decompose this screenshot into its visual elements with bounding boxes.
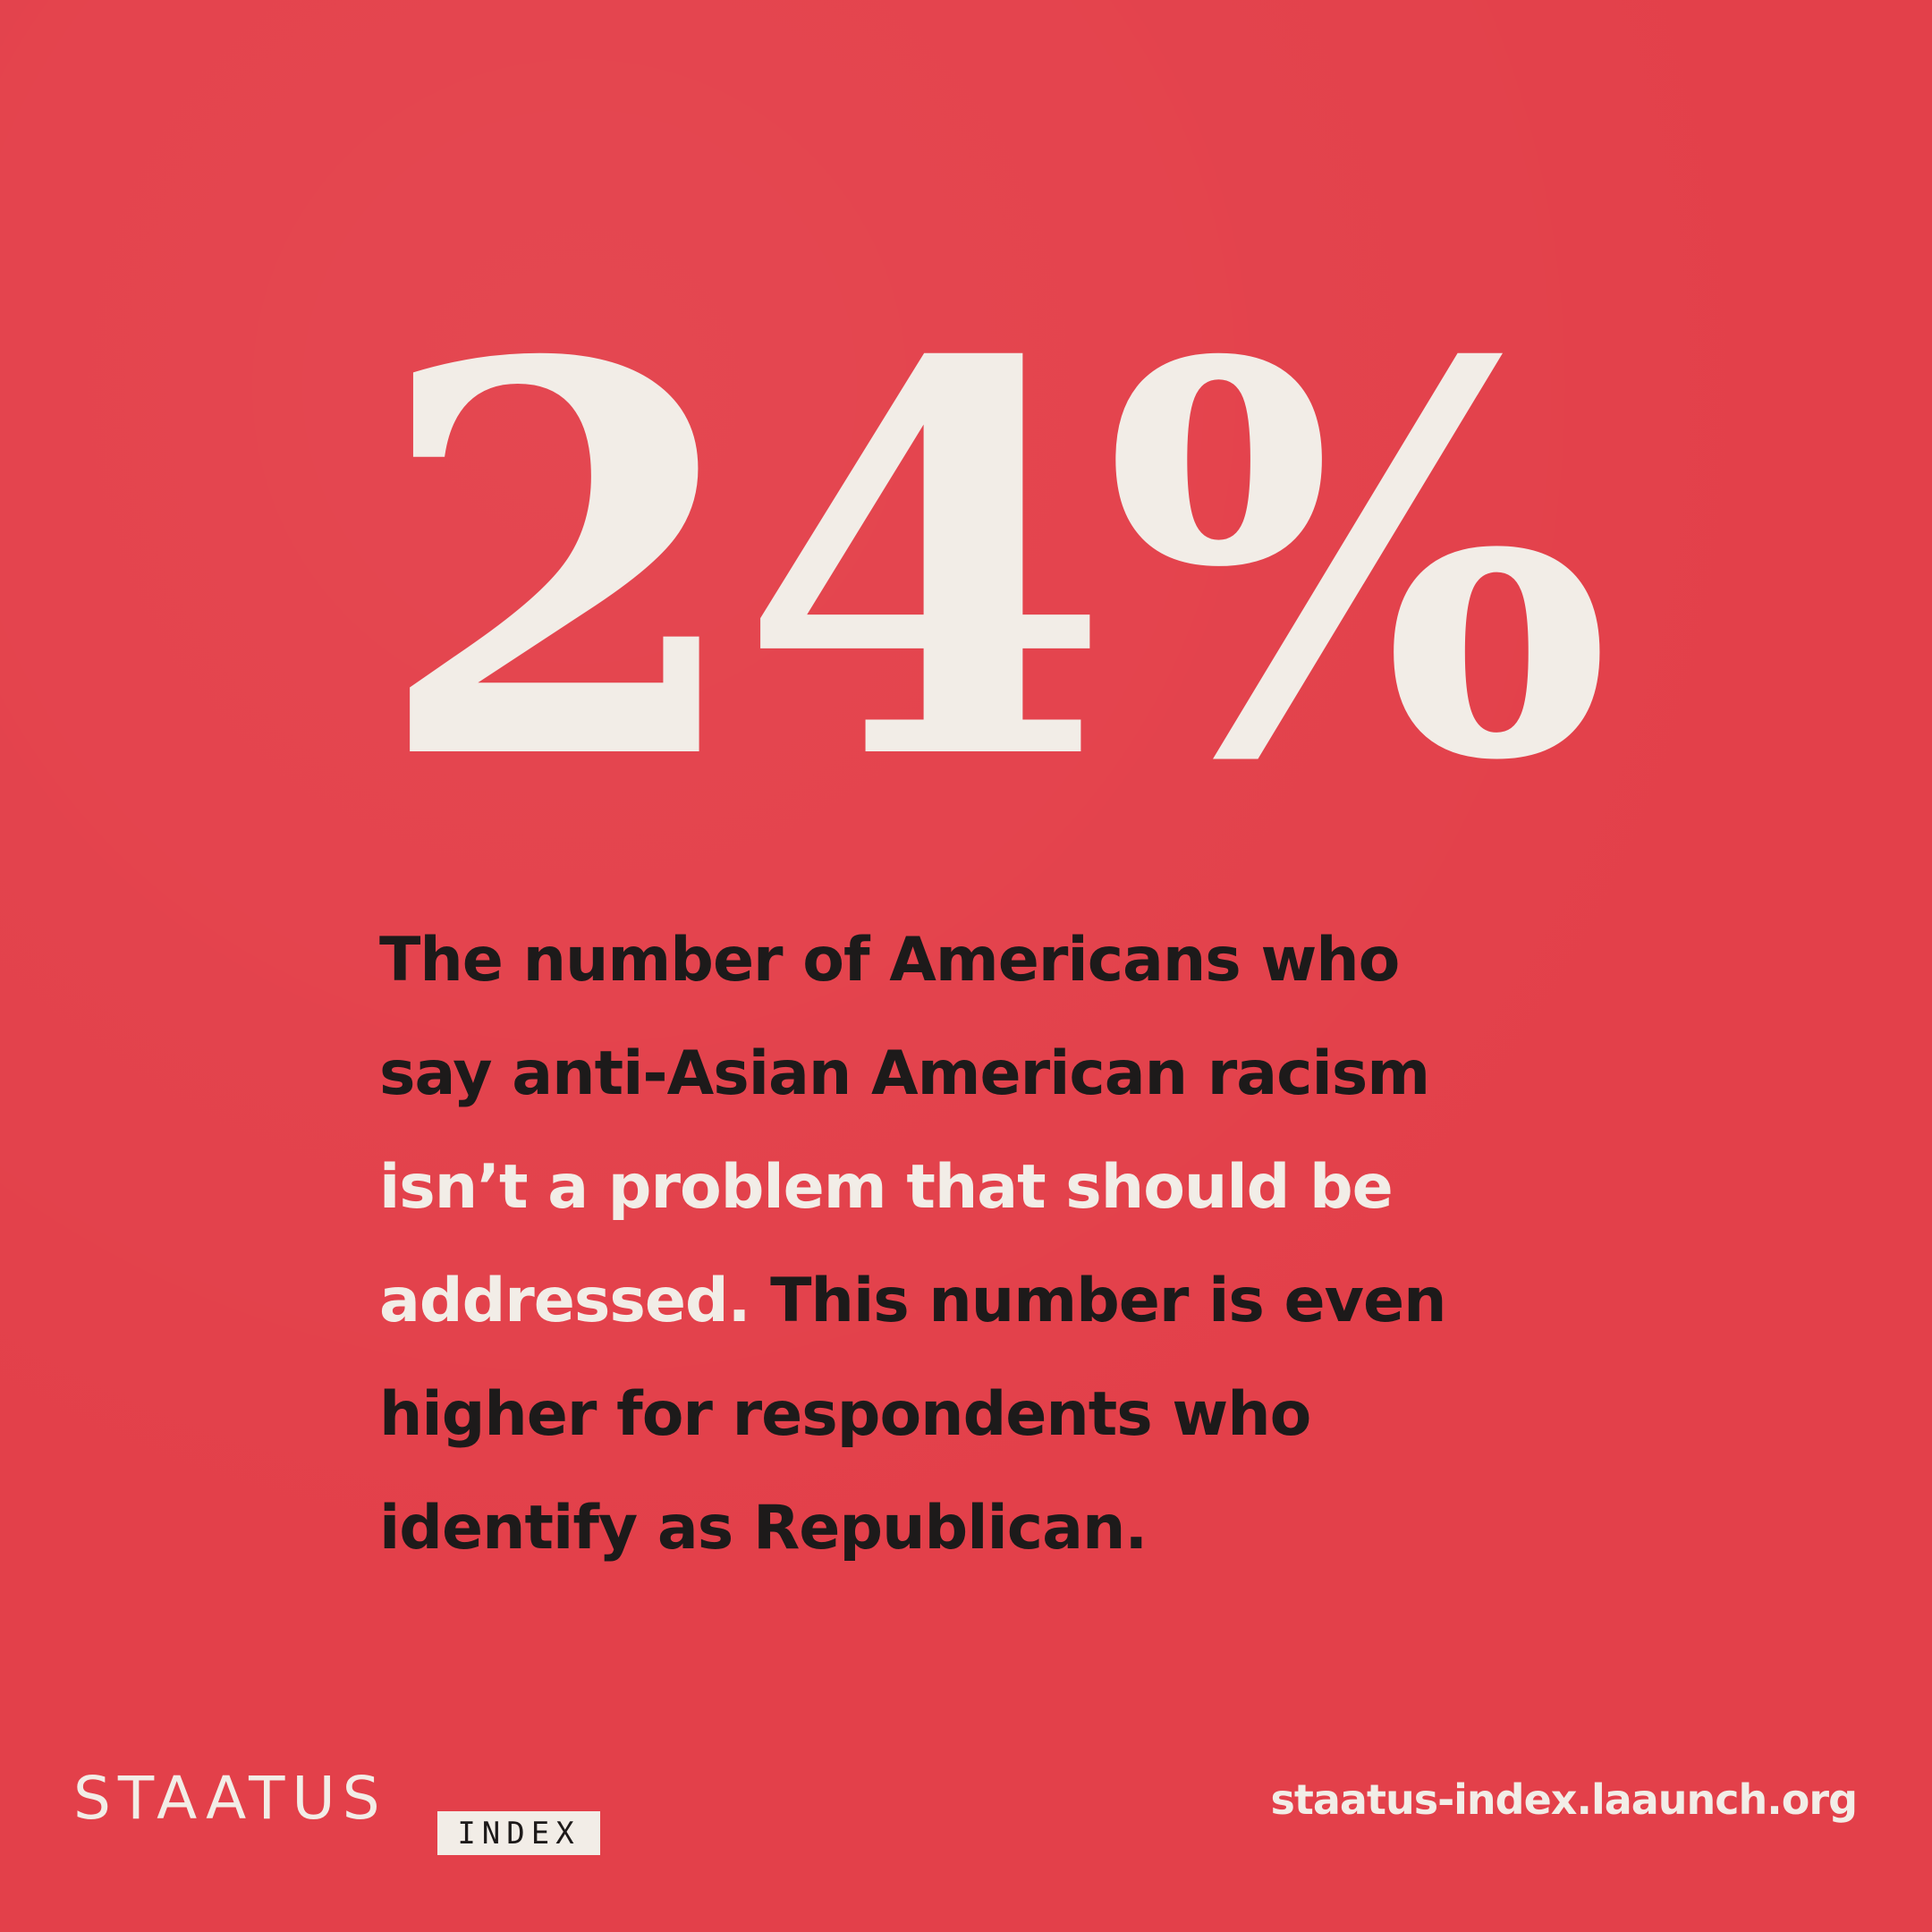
stat: 24% (374, 248, 1613, 878)
body-line: identify as Republican. (379, 1471, 1446, 1585)
brand-tag: INDEX (437, 1811, 600, 1855)
body-line: addressed. This number is even (379, 1244, 1447, 1358)
body-segment: isn’t a problem that should be (379, 1152, 1394, 1223)
url: staatus-index.laaunch.org (1270, 1775, 1858, 1824)
body-text: The number of Americans who say anti-Asia… (379, 903, 1447, 1585)
body-segment: say anti-Asian American racism (379, 1038, 1430, 1109)
body-line: isn’t a problem that should be (379, 1131, 1446, 1244)
body-segment: The number of Americans who (379, 925, 1400, 996)
body-line: say anti-Asian American racism (379, 1017, 1446, 1131)
body-segment: identify as Republican. (379, 1493, 1148, 1563)
body-segment: higher for respondents who (379, 1379, 1311, 1450)
body-line: higher for respondents who (379, 1358, 1446, 1471)
brand-logo: STAATUS (73, 1764, 387, 1833)
body-line: The number of Americans who (379, 903, 1446, 1017)
body-segment: addressed. (379, 1266, 750, 1336)
body-segment: This number is even (750, 1266, 1446, 1336)
